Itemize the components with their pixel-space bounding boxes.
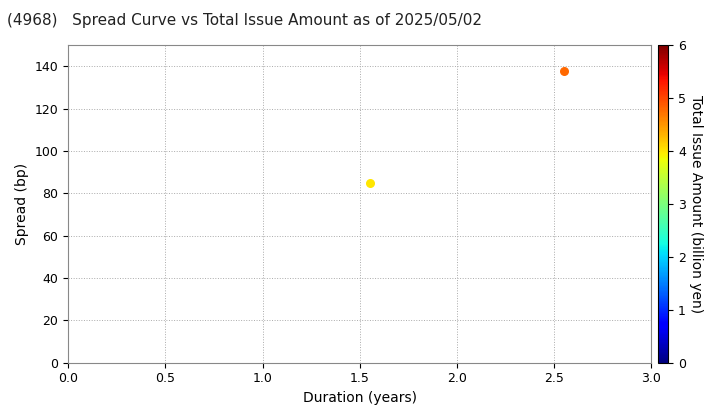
Point <box>558 67 570 74</box>
Text: (4968)   Spread Curve vs Total Issue Amount as of 2025/05/02: (4968) Spread Curve vs Total Issue Amoun… <box>7 13 482 28</box>
X-axis label: Duration (years): Duration (years) <box>303 391 417 405</box>
Y-axis label: Total Issue Amount (billion yen): Total Issue Amount (billion yen) <box>688 95 703 313</box>
Point <box>364 179 375 186</box>
Y-axis label: Spread (bp): Spread (bp) <box>15 163 29 245</box>
